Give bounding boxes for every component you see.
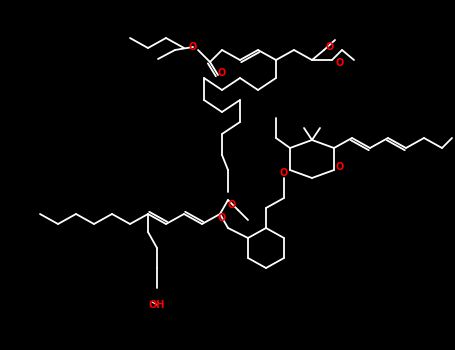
Text: O: O bbox=[280, 168, 288, 178]
Text: O: O bbox=[336, 162, 344, 172]
Text: O: O bbox=[218, 68, 226, 78]
Text: O: O bbox=[326, 42, 334, 52]
Text: O: O bbox=[189, 42, 197, 52]
Text: O: O bbox=[336, 58, 344, 68]
Text: O: O bbox=[228, 200, 236, 210]
Text: O: O bbox=[218, 213, 226, 223]
Text: OH: OH bbox=[149, 300, 165, 310]
